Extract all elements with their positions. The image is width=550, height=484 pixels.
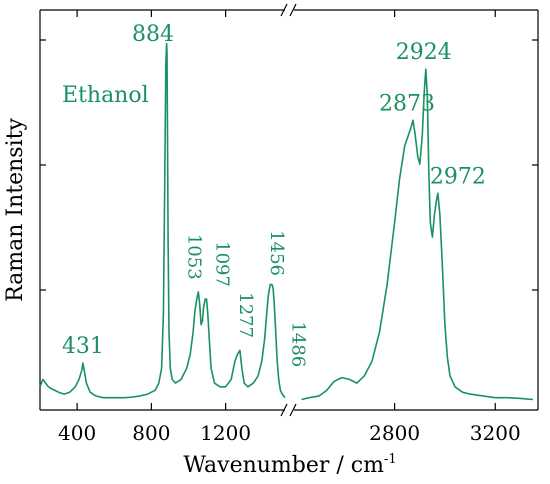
y-axis-label: Raman Intensity bbox=[3, 118, 28, 302]
peak-label-2873: 2873 bbox=[379, 91, 435, 116]
series-line-segment-2 bbox=[301, 68, 534, 401]
peak-label-1097: 1097 bbox=[211, 241, 232, 287]
x-axis-label: Wavenumber / cm-1 bbox=[183, 452, 396, 478]
peak-label-431: 431 bbox=[62, 334, 104, 359]
x-tick-label: 3200 bbox=[470, 421, 521, 445]
axis-break-mark-top-1 bbox=[280, 3, 288, 17]
axis-break-mark-bottom-1 bbox=[280, 403, 288, 417]
peak-label-1053: 1053 bbox=[183, 234, 204, 280]
x-tick-label: 2800 bbox=[369, 421, 420, 445]
axis-break-mark-bottom-2 bbox=[289, 403, 297, 417]
axes-frame bbox=[39, 3, 539, 417]
peak-label-1277: 1277 bbox=[235, 292, 256, 338]
legend-label: Ethanol bbox=[62, 83, 149, 108]
x-ticks bbox=[76, 10, 496, 410]
x-axis-label-main: Wavenumber / cm bbox=[183, 453, 384, 478]
peak-label-1486: 1486 bbox=[288, 321, 309, 367]
x-tick-label: 800 bbox=[132, 421, 170, 445]
series-line-segment-1 bbox=[39, 42, 286, 399]
peak-label-1456: 1456 bbox=[266, 230, 287, 276]
x-tick-labels: 400 800 1200 2800 3200 bbox=[58, 421, 521, 445]
series-ethanol bbox=[39, 42, 534, 401]
x-tick-label: 1200 bbox=[200, 421, 251, 445]
peak-label-2972: 2972 bbox=[430, 164, 486, 189]
x-tick-label: 400 bbox=[58, 421, 96, 445]
peak-label-884: 884 bbox=[132, 22, 174, 47]
peak-label-2924: 2924 bbox=[396, 40, 452, 65]
axis-break-mark-top-2 bbox=[289, 3, 297, 17]
x-axis-label-superscript: -1 bbox=[384, 452, 397, 467]
